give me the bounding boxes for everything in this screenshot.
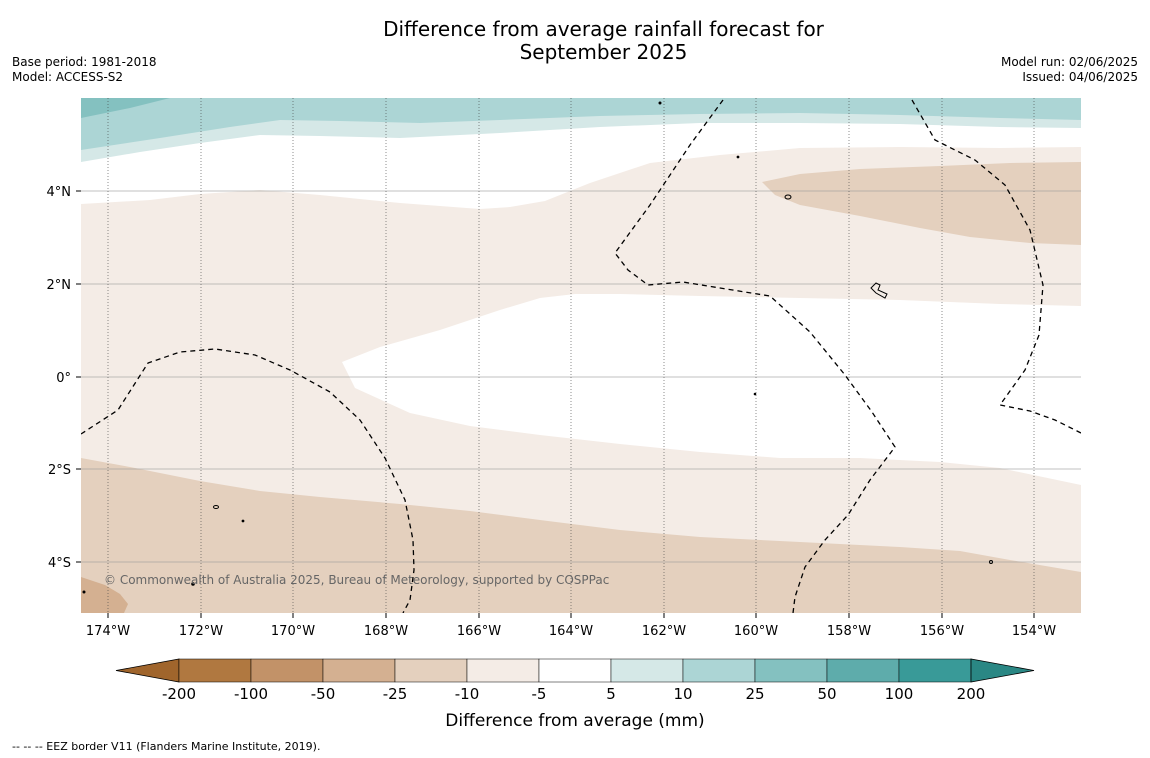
lat-tick-label: 0°	[56, 371, 71, 386]
colorbar-segment	[322, 658, 396, 683]
title-line-2: September 2025	[519, 40, 688, 64]
islands	[82, 101, 993, 594]
longitude-labels: 174°W 172°W 170°W 168°W 166°W 164°W 162°…	[86, 624, 1056, 639]
lon-tick-label: 172°W	[179, 624, 223, 639]
island-6	[658, 101, 662, 105]
lon-tick-label: 160°W	[734, 624, 778, 639]
island-5	[191, 582, 195, 586]
lon-tick-label: 174°W	[86, 624, 130, 639]
colorbar-tick-label: -50	[311, 685, 336, 703]
longitude-ticks	[107, 613, 1035, 618]
eez-borders	[81, 99, 1081, 613]
dry-patch-northeast	[762, 162, 1081, 245]
latitude-ticks	[76, 190, 81, 563]
wet-band-strong	[81, 98, 170, 118]
colorbar-segment	[394, 658, 468, 683]
colorbar-segment	[610, 658, 684, 683]
lon-tick-label: 164°W	[549, 624, 593, 639]
colorbar-tick-label: 50	[817, 685, 836, 703]
lat-tick-label: 2°S	[48, 463, 71, 478]
eez-border-west	[81, 348, 415, 613]
lon-tick-label: 168°W	[364, 624, 408, 639]
colorbar-tick-label: 100	[885, 685, 914, 703]
base-period: Base period: 1981-2018	[12, 55, 157, 69]
colorbar-segment	[466, 658, 540, 683]
colorbar-extend-min	[115, 658, 180, 683]
colorbar-tick-label: -25	[383, 685, 408, 703]
dry-band-south	[81, 458, 1081, 613]
dry-band-light	[81, 147, 1081, 613]
latitude-labels: 4°N 2°N 0° 2°S 4°S	[47, 185, 72, 571]
lon-tick-label: 156°W	[920, 624, 964, 639]
map-area: © Commonwealth of Australia 2025, Bureau…	[81, 98, 1081, 613]
colorbar-segment	[178, 658, 252, 683]
issued-date: Issued: 04/06/2025	[1022, 70, 1138, 84]
model-name: Model: ACCESS-S2	[12, 70, 124, 84]
colorbar-tick-labels: -200 -100 -50 -25 -10 -5 5 10 25 50 100 …	[162, 685, 985, 703]
eez-footnote: -- -- -- EEZ border V11 (Flanders Marine…	[12, 740, 321, 753]
colorbar-tick-label: -100	[234, 685, 268, 703]
lon-tick-label: 162°W	[642, 624, 686, 639]
meta-right: Model run: 02/06/2025 Issued: 04/06/2025	[1001, 55, 1138, 85]
lon-tick-label: 154°W	[1012, 624, 1056, 639]
island-2	[870, 282, 888, 299]
wet-band-medium	[81, 98, 1081, 150]
model-run: Model run: 02/06/2025	[1000, 55, 1138, 69]
title-line-1: Difference from average rainfall forecas…	[383, 17, 824, 41]
lon-tick-label: 170°W	[271, 624, 315, 639]
colorbar-segment	[898, 658, 972, 683]
lon-tick-label: 166°W	[457, 624, 501, 639]
island-10	[753, 392, 757, 396]
eez-border-east	[911, 99, 1081, 434]
colorbar-segment	[538, 658, 612, 683]
colorbar-segment	[682, 658, 756, 683]
island-1	[784, 194, 792, 200]
island-4	[989, 560, 993, 564]
colorbar-tick-label: 10	[673, 685, 692, 703]
colorbar-segment	[754, 658, 828, 683]
island-7	[736, 155, 740, 159]
colorbar-tick-label: 200	[957, 685, 986, 703]
lon-tick-label: 158°W	[827, 624, 871, 639]
lat-tick-label: 4°N	[47, 185, 72, 200]
colorbar-segment	[250, 658, 324, 683]
lat-tick-label: 4°S	[48, 556, 71, 571]
map-title: Difference from average rainfall forecas…	[0, 18, 1150, 64]
colorbar-tick-label: -10	[455, 685, 480, 703]
island-8	[241, 519, 245, 523]
colorbar-tick-label: -200	[162, 685, 196, 703]
colorbar-tick-label: 5	[606, 685, 616, 703]
colorbar-tick-label: -5	[532, 685, 547, 703]
colorbar-segment	[826, 658, 900, 683]
longitude-gridlines	[107, 98, 1035, 613]
eez-border-central	[614, 99, 896, 613]
colorbar-extend-max	[970, 658, 1035, 683]
dry-corner-southwest	[81, 577, 128, 613]
colorbar-tick-label: 25	[745, 685, 764, 703]
latitude-gridlines	[81, 190, 1081, 563]
island-9	[82, 590, 86, 594]
colorbar-label: Difference from average (mm)	[445, 711, 704, 731]
colorbar	[115, 658, 1035, 683]
copyright-notice: © Commonwealth of Australia 2025, Bureau…	[104, 573, 609, 587]
island-3	[213, 505, 219, 509]
meta-left: Base period: 1981-2018 Model: ACCESS-S2	[12, 55, 157, 85]
lat-tick-label: 2°N	[47, 278, 72, 293]
